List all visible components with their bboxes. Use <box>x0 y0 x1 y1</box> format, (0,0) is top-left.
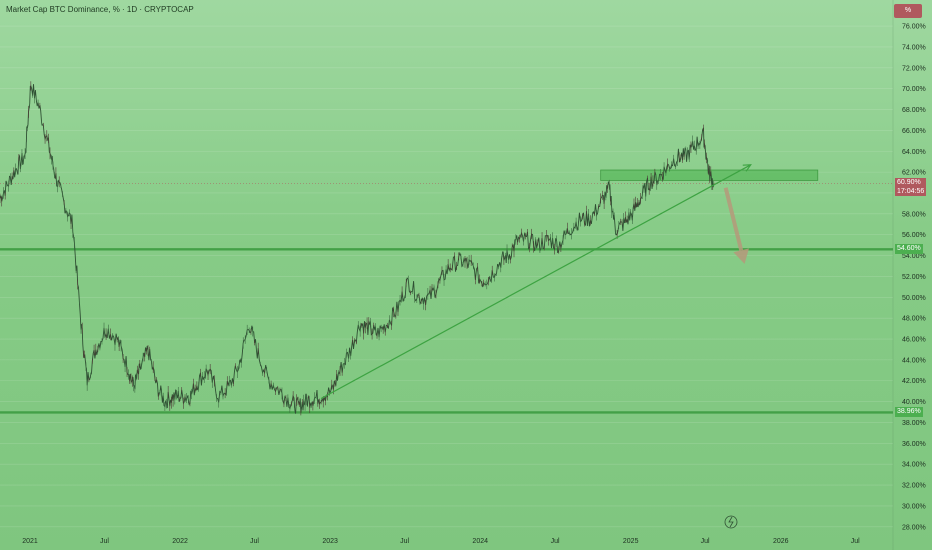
y-tick-label: 70.00% <box>902 86 926 93</box>
y-tick-label: 54.00% <box>902 253 926 260</box>
drop-arrow-head[interactable] <box>733 248 749 264</box>
y-tick-label: 44.00% <box>902 357 926 364</box>
x-tick-label: Jul <box>400 538 409 545</box>
y-tick-label: 30.00% <box>902 503 926 510</box>
y-tick-label: 32.00% <box>902 483 926 490</box>
x-tick-label: 2026 <box>773 538 789 545</box>
y-tick-label: 66.00% <box>902 128 926 135</box>
y-tick-label: 36.00% <box>902 441 926 448</box>
x-tick-label: Jul <box>250 538 259 545</box>
unit-badge[interactable]: % <box>894 4 922 18</box>
x-tick-label: Jul <box>100 538 109 545</box>
y-tick-label: 34.00% <box>902 462 926 469</box>
y-tick-label: 52.00% <box>902 274 926 281</box>
support-low-tag: 38.96% <box>895 407 923 418</box>
x-tick-label: 2025 <box>623 538 639 545</box>
y-tick-label: 72.00% <box>902 65 926 72</box>
x-tick-label: 2024 <box>472 538 488 545</box>
candle-countdown: 17:04:56 <box>897 187 925 195</box>
y-tick-label: 28.00% <box>902 524 926 531</box>
y-tick-label: 46.00% <box>902 337 926 344</box>
y-tick-label: 42.00% <box>902 378 926 385</box>
x-tick-label: Jul <box>551 538 560 545</box>
x-tick-label: 2022 <box>172 538 188 545</box>
current-price-value: 60.90% <box>897 178 921 186</box>
y-tick-label: 64.00% <box>902 149 926 156</box>
y-tick-label: 68.00% <box>902 107 926 114</box>
y-tick-label: 62.00% <box>902 170 926 177</box>
x-tick-label: 2021 <box>22 538 38 545</box>
drop-arrow-shaft[interactable] <box>723 187 744 251</box>
y-tick-label: 40.00% <box>902 399 926 406</box>
x-tick-label: Jul <box>701 538 710 545</box>
y-tick-label: 50.00% <box>902 295 926 302</box>
y-tick-label: 76.00% <box>902 24 926 31</box>
rising-trendline[interactable] <box>320 164 752 400</box>
y-tick-label: 48.00% <box>902 316 926 323</box>
support-high-tag: 54.60% <box>895 244 923 255</box>
y-tick-label: 56.00% <box>902 232 926 239</box>
trendline-arrowhead <box>742 164 752 172</box>
y-tick-label: 58.00% <box>902 211 926 218</box>
chart-title: Market Cap BTC Dominance, % · 1D · CRYPT… <box>6 5 194 14</box>
current-price-tag: 60.90% 17:04:56 <box>895 177 927 196</box>
y-tick-label: 74.00% <box>902 44 926 51</box>
x-tick-label: 2023 <box>322 538 338 545</box>
replay-icon[interactable] <box>724 515 738 529</box>
y-tick-label: 38.00% <box>902 420 926 427</box>
x-tick-label: Jul <box>851 538 860 545</box>
replay-icon-bolt <box>728 516 734 528</box>
